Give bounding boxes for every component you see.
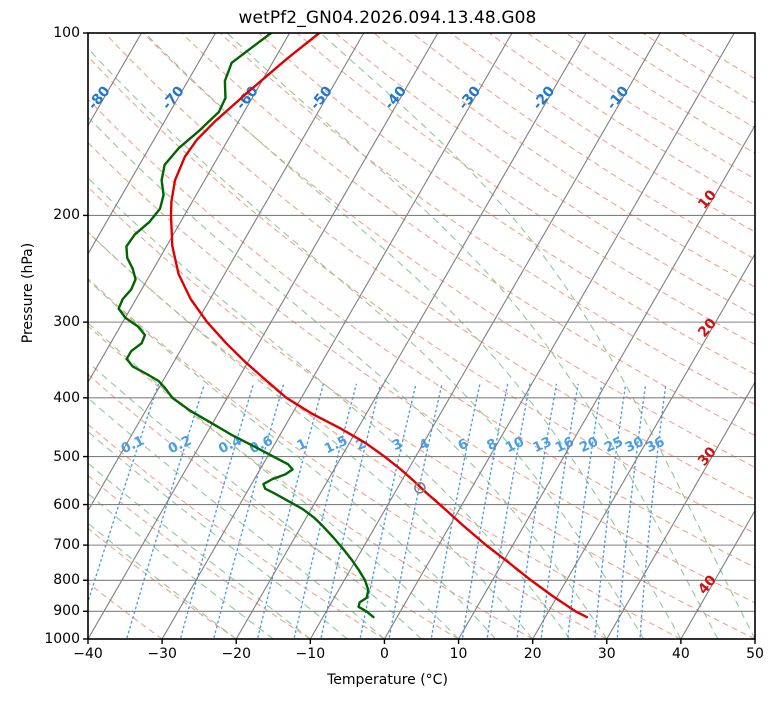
dry-adiabat [88,373,459,639]
moist-adiabat [88,397,385,639]
mixing-ratio-line [320,383,382,639]
data-series [117,33,589,619]
dry-adiabat [104,33,755,501]
moist-adiabat [88,322,459,639]
moist-adiabat [88,361,422,639]
dry-adiabat [142,33,755,468]
dry-adiabat [335,33,755,317]
dry-adiabat [88,527,237,639]
y-tick-label: 300 [53,314,80,331]
plot-border [87,32,756,640]
x-tick-label: −20 [221,646,251,662]
mixing-ratio-label: 13 [530,434,554,456]
dry-adiabat [88,186,755,639]
isotherm [88,33,365,512]
isotherm [383,33,735,639]
dry-adiabat [88,141,755,604]
mixing-ratio-line [616,383,647,639]
dry-adiabat [88,325,533,639]
y-tick-label: 400 [53,389,80,406]
mixing-ratio-line [486,383,531,639]
x-tick-label: −30 [147,646,177,662]
mixing-ratio-line [516,383,558,639]
mixing-ratio-line [359,383,417,639]
mixing-ratio-line [566,383,603,639]
mixing-ratio-label: 30 [623,434,647,456]
mixing-ratio-line [179,383,255,639]
y-tick-label: 100 [53,25,80,41]
x-axis-label: Temperature (°C) [327,672,448,688]
isotherm [309,33,661,639]
isotherm [458,124,755,639]
dry-adiabat [296,33,755,346]
y-tick-label: 200 [53,207,80,224]
mixing-ratio-line [594,383,627,639]
dry-adiabat [373,33,755,288]
x-tick-label: 0 [379,646,389,662]
isotherm [532,252,755,639]
isotherm [680,509,755,639]
x-tick-label: 30 [597,646,616,662]
y-axis-ticks: 100 200 300 400 500 600 700 800 900 1000 [16,0,80,708]
mixing-ratio-line [461,383,509,639]
mixing-ratio-line [388,383,443,639]
moist-adiabat [88,462,311,639]
markers [414,482,426,494]
dry-adiabats [88,33,755,639]
plot-background [88,33,755,639]
mixing-ratio-label: 10 [503,434,527,456]
mixing-ratio-line [256,383,324,639]
mixing-ratio-label: 20 [577,434,601,456]
isotherms [88,33,755,639]
x-tick-label: 20 [523,646,542,662]
x-axis-ticks: −40 −30 −20 −10 0 10 20 30 40 50 [0,646,775,670]
x-tick-label: −40 [73,646,103,662]
y-tick-label: 700 [53,537,80,554]
isotherm [235,33,587,639]
isotherm [606,381,755,639]
moist-adiabat [88,430,348,639]
mixing-ratio-line [125,383,206,639]
mixing-ratio-line [639,383,667,639]
isotherm [88,33,291,384]
mixing-ratio-label: 36 [643,434,667,456]
mixing-ratio-line [293,383,357,639]
y-tick-label: 1000 [44,631,80,647]
y-tick-label: 900 [53,603,80,620]
y-tick-label: 800 [53,572,80,589]
isotherm [88,33,217,256]
isotherm [88,33,439,639]
mixing-ratio-label: 25 [602,434,626,456]
moist-adiabat [88,116,608,639]
mixing-ratio-label: 16 [553,434,577,456]
moist-adiabat [226,33,719,639]
series-temperature [169,33,589,619]
x-tick-label: 10 [449,646,468,662]
lcl-marker [414,482,426,494]
y-tick-label: 600 [53,496,80,513]
axis-frame [83,32,756,644]
isotherm [754,637,755,639]
mixing-ratio-line [430,383,481,639]
dry-adiabat [88,277,608,639]
dry-adiabat [88,231,682,639]
x-tick-label: 50 [746,646,764,662]
x-tick-label: 40 [671,646,690,662]
moist-adiabat [88,279,497,639]
mixing-ratio-line [88,383,160,604]
dry-adiabat [88,582,163,639]
isotherm [161,33,513,639]
moist-adiabat [88,177,571,639]
dry-adiabat [88,98,755,569]
series-dewpoint [117,33,375,619]
page-title: wetPf2_GN04.2026.094.13.48.G08 [238,8,537,28]
moist-adiabat [88,47,645,639]
y-tick-label: 500 [53,448,80,465]
x-tick-label: −10 [295,646,326,662]
